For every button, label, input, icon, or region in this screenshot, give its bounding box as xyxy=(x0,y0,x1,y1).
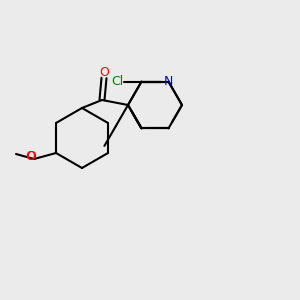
Text: O: O xyxy=(26,149,36,163)
Text: N: N xyxy=(164,75,173,88)
Text: O: O xyxy=(99,65,109,79)
Text: Cl: Cl xyxy=(111,75,124,88)
Text: O: O xyxy=(25,149,35,163)
